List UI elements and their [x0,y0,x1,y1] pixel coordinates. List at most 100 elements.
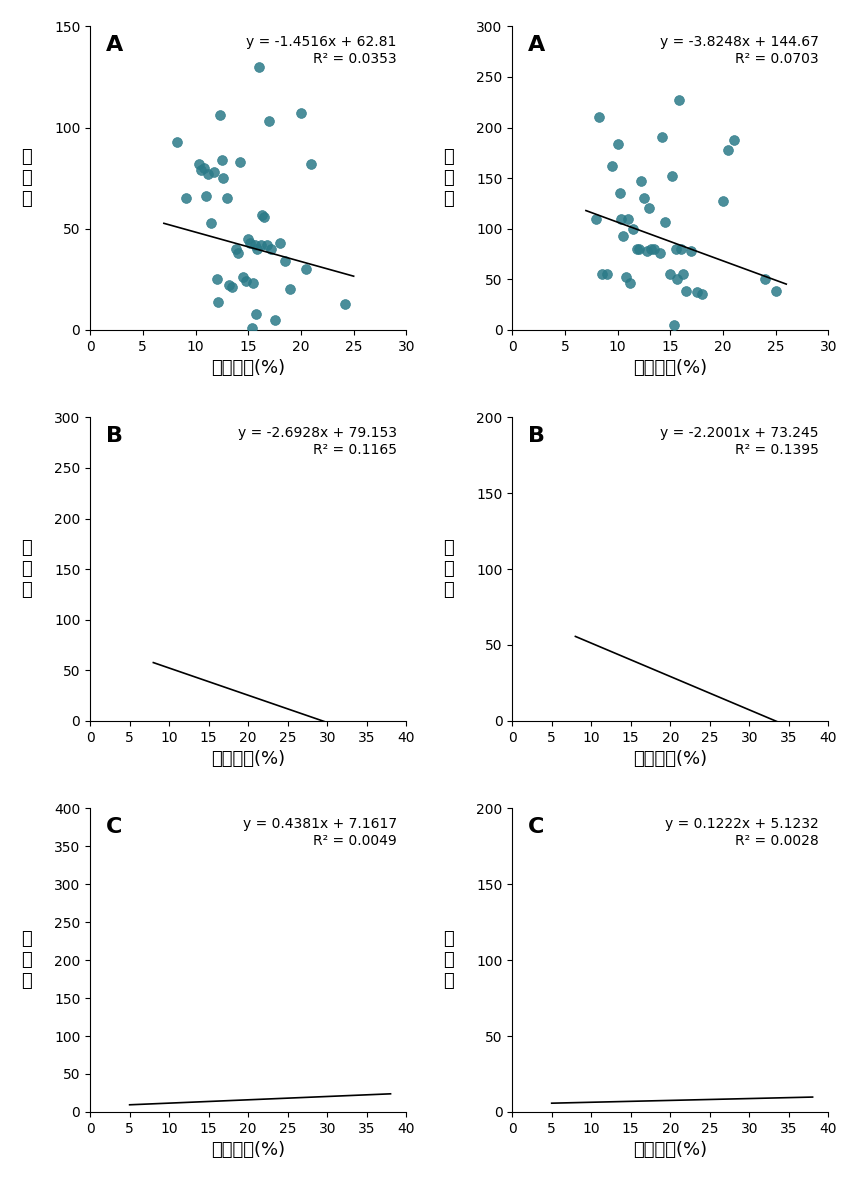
Point [605,681,619,700]
Point [281,1099,294,1117]
Text: A: A [528,35,545,55]
Point [188,1094,202,1113]
Point [183,687,196,706]
Point [170,1099,184,1117]
Point [156,1100,170,1119]
Point [621,209,635,228]
Point [618,612,631,631]
Point [169,1096,183,1115]
Point [719,702,733,721]
Point [592,107,606,126]
Point [600,1096,613,1115]
Point [172,1099,186,1117]
Point [209,1095,223,1114]
Point [214,671,227,690]
Point [174,570,188,589]
Point [147,1099,160,1117]
Point [711,702,725,721]
Y-axis label: 배
곱
률: 배 곱 률 [443,930,454,990]
Point [305,155,318,173]
Point [611,1096,625,1115]
Point [651,1092,665,1110]
Point [672,91,686,110]
Point [586,1095,600,1114]
Point [599,514,613,533]
Point [601,612,615,631]
Point [608,658,622,677]
Point [172,579,185,598]
Point [628,484,642,503]
Point [580,681,594,700]
Point [586,666,600,684]
Point [595,544,608,563]
Point [202,1095,215,1114]
Point [589,1097,603,1116]
Point [668,240,682,258]
Point [618,1087,631,1106]
Point [338,294,352,313]
Point [184,676,198,695]
Point [596,1087,610,1106]
Point [320,1092,334,1110]
Point [594,575,607,594]
Point [580,1097,594,1116]
Point [655,127,668,146]
Y-axis label: 배
곱
률: 배 곱 률 [443,149,454,208]
Point [651,674,665,693]
Point [656,650,669,669]
Point [245,1092,259,1110]
Point [648,240,662,258]
Point [209,270,223,289]
Point [164,1096,178,1115]
Point [611,135,625,153]
Point [597,530,611,549]
Point [578,674,592,693]
Point [239,271,253,290]
Point [695,1090,709,1109]
Point [175,1094,189,1113]
Point [257,1094,271,1113]
Point [695,700,709,719]
Point [613,209,627,228]
Point [631,1092,645,1110]
Point [194,641,208,660]
Point [569,1097,583,1116]
Point [162,1095,176,1114]
Point [584,621,598,640]
Point [587,559,601,578]
Point [758,270,772,289]
Point [622,1096,636,1115]
Point [727,1092,740,1110]
Point [610,1090,624,1109]
Point [226,278,239,297]
Point [601,1090,614,1109]
Point [211,293,225,312]
Point [197,158,211,177]
Point [583,681,596,700]
Point [648,1087,662,1106]
Point [595,1097,608,1116]
Point [610,658,624,677]
Point [719,1096,733,1115]
Point [716,192,730,211]
Point [192,673,206,691]
Point [602,1087,616,1106]
Point [203,668,217,687]
Point [687,693,701,712]
Point [305,703,318,722]
Point [218,1092,232,1110]
Point [360,703,374,722]
Point [186,943,200,962]
Point [633,514,647,533]
Point [254,236,268,255]
Point [601,706,614,725]
Point [221,1095,235,1114]
Text: B: B [528,426,545,446]
Point [711,1090,725,1109]
Point [175,565,189,584]
Point [253,681,267,700]
Point [263,112,276,131]
Point [192,155,206,173]
Point [154,645,168,664]
Point [169,681,183,700]
